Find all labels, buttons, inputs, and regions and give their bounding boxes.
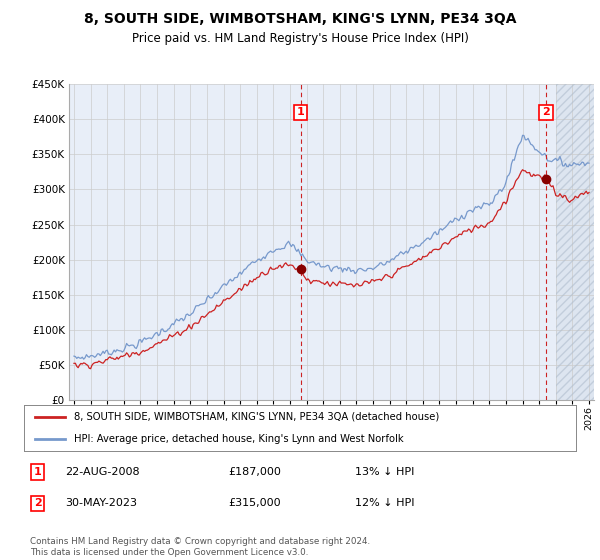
Text: 13% ↓ HPI: 13% ↓ HPI: [355, 467, 415, 477]
Text: 22-AUG-2008: 22-AUG-2008: [65, 467, 140, 477]
Text: 8, SOUTH SIDE, WIMBOTSHAM, KING'S LYNN, PE34 3QA (detached house): 8, SOUTH SIDE, WIMBOTSHAM, KING'S LYNN, …: [74, 412, 439, 422]
Text: HPI: Average price, detached house, King's Lynn and West Norfolk: HPI: Average price, detached house, King…: [74, 434, 403, 444]
Text: 1: 1: [297, 108, 305, 118]
Text: 30-MAY-2023: 30-MAY-2023: [65, 498, 137, 508]
Text: 2: 2: [542, 108, 550, 118]
Text: Price paid vs. HM Land Registry's House Price Index (HPI): Price paid vs. HM Land Registry's House …: [131, 32, 469, 45]
Text: 8, SOUTH SIDE, WIMBOTSHAM, KING'S LYNN, PE34 3QA: 8, SOUTH SIDE, WIMBOTSHAM, KING'S LYNN, …: [84, 12, 516, 26]
Text: 2: 2: [34, 498, 41, 508]
Text: Contains HM Land Registry data © Crown copyright and database right 2024.
This d: Contains HM Land Registry data © Crown c…: [29, 537, 370, 557]
Bar: [556, 84, 594, 400]
Text: 12% ↓ HPI: 12% ↓ HPI: [355, 498, 415, 508]
Text: 1: 1: [34, 467, 41, 477]
Bar: [556, 84, 594, 400]
Text: £187,000: £187,000: [228, 467, 281, 477]
Text: £315,000: £315,000: [228, 498, 281, 508]
